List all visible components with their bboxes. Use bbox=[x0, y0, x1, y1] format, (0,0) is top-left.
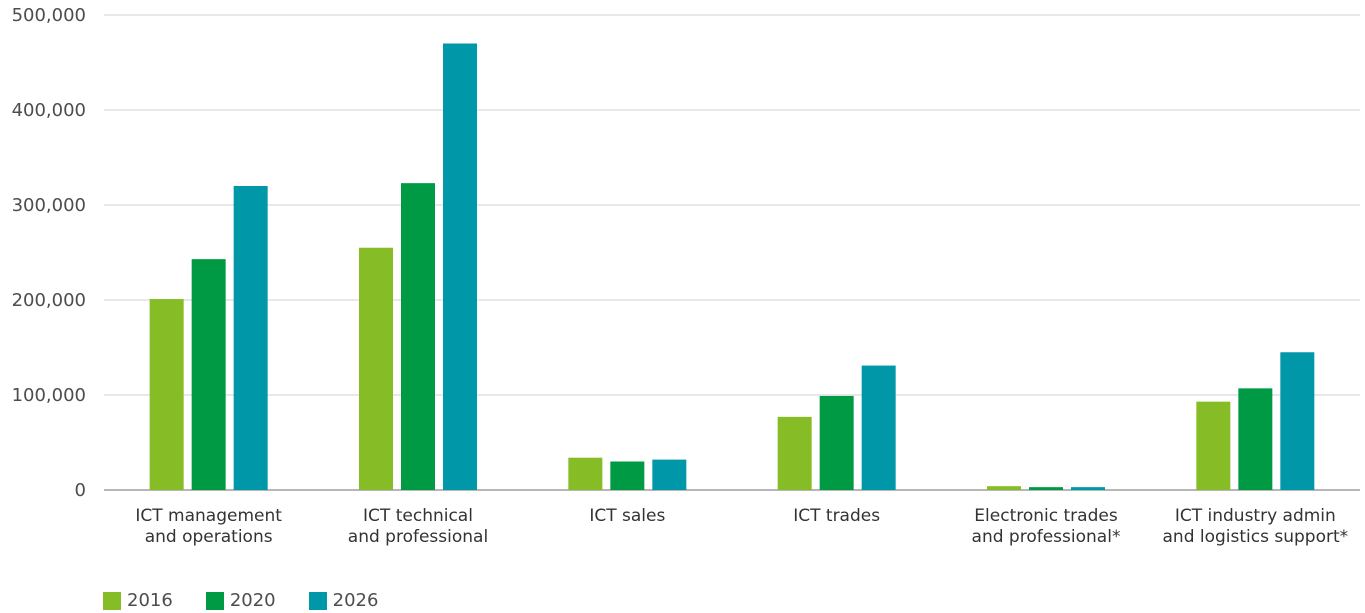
legend-item-2020: 2020 bbox=[205, 590, 276, 611]
bar bbox=[1238, 388, 1273, 490]
x-tick-label-line: and logistics support* bbox=[1163, 527, 1349, 547]
x-tick-label: ICT sales bbox=[589, 506, 665, 526]
bar bbox=[819, 395, 854, 490]
bar bbox=[443, 43, 477, 490]
y-tick-label: 200,000 bbox=[12, 290, 86, 311]
bar bbox=[861, 365, 896, 490]
legend: 2016 2020 2026 bbox=[103, 591, 411, 611]
bar bbox=[191, 259, 226, 490]
bar bbox=[568, 457, 603, 490]
legend-swatch-2016 bbox=[103, 592, 121, 610]
x-tick-label-line: ICT management bbox=[135, 506, 282, 526]
x-tick-label-line: ICT sales bbox=[589, 506, 665, 526]
bar bbox=[1280, 352, 1315, 490]
x-tick-label-line: Electronic trades bbox=[974, 506, 1118, 526]
bar bbox=[233, 186, 268, 490]
legend-swatch-2026 bbox=[308, 592, 327, 610]
y-tick-label: 300,000 bbox=[12, 195, 86, 216]
legend-item-2026: 2026 bbox=[308, 590, 379, 611]
bar bbox=[1071, 487, 1105, 490]
x-tick-label-line: ICT trades bbox=[793, 506, 880, 526]
bar bbox=[777, 416, 812, 490]
x-tick-label: ICT technical and professional bbox=[348, 506, 488, 547]
y-tick-label: 500,000 bbox=[12, 5, 86, 26]
y-tick-label: 0 bbox=[75, 480, 86, 501]
y-tick-label: 100,000 bbox=[12, 385, 86, 406]
x-tick-label: ICT trades bbox=[793, 506, 880, 526]
bar bbox=[359, 247, 393, 490]
x-tick-label-line: and operations bbox=[145, 527, 273, 547]
legend-label-2026: 2026 bbox=[332, 590, 379, 611]
x-tick-label: ICT management and operations bbox=[135, 506, 282, 547]
bar bbox=[401, 183, 435, 490]
bar bbox=[1196, 401, 1231, 490]
bar bbox=[610, 461, 645, 490]
x-tick-label-line: ICT industry admin bbox=[1175, 506, 1336, 526]
x-tick-label-line: and professional* bbox=[972, 527, 1121, 547]
x-tick-label-line: and professional bbox=[348, 527, 488, 547]
x-tick-label: Electronic trades and professional* bbox=[972, 506, 1121, 547]
y-tick-label: 400,000 bbox=[12, 100, 86, 121]
x-tick-label: ICT industry admin and logistics support* bbox=[1163, 506, 1349, 547]
bar bbox=[1029, 487, 1063, 490]
bar bbox=[652, 459, 687, 490]
legend-item-2016: 2016 bbox=[103, 591, 173, 611]
bar bbox=[987, 486, 1021, 490]
x-tick-label-line: ICT technical bbox=[363, 506, 473, 526]
legend-label-2020: 2020 bbox=[229, 590, 276, 611]
bar bbox=[149, 299, 184, 490]
legend-swatch-2020 bbox=[205, 592, 224, 610]
legend-label-2016: 2016 bbox=[127, 590, 173, 611]
